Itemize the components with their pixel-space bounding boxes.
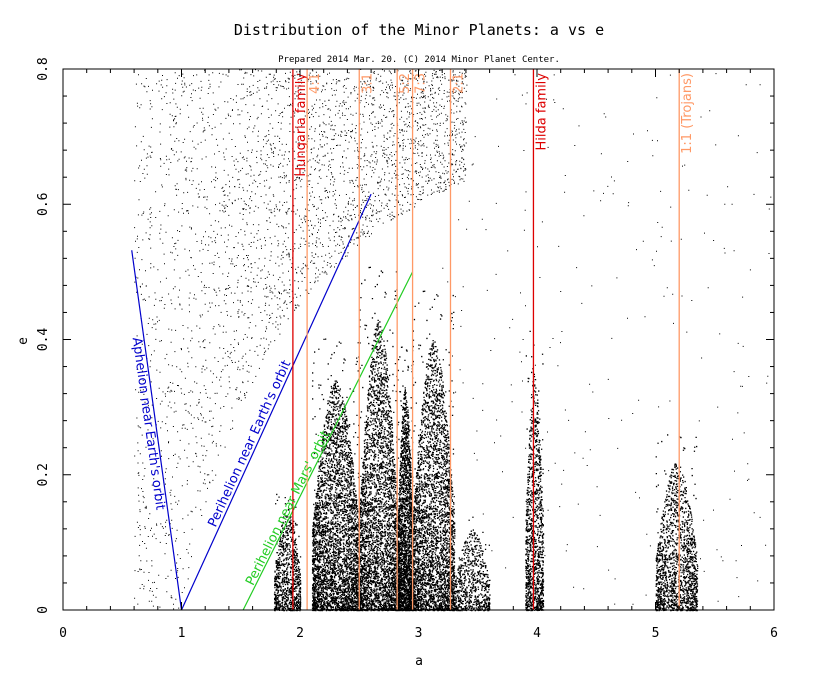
family-label-2: Hilda family xyxy=(534,73,549,151)
resonance-label-4: 7:3 xyxy=(414,73,429,94)
y-tick-label-0: 0 xyxy=(36,606,51,614)
x-tick-label-3: 3 xyxy=(415,626,423,641)
axes: 0 1 2 3 4 5 6 0 0.2 0.4 0.6 0.8 xyxy=(36,57,778,641)
y-tick-label-3: 0.6 xyxy=(36,193,51,216)
y-axis-label: e xyxy=(16,337,31,345)
x-tick-label-6: 6 xyxy=(770,626,778,641)
y-tick-label-1: 0.2 xyxy=(36,463,51,486)
asteroid-points xyxy=(134,69,772,612)
resonance-label-1: 4:1 xyxy=(308,73,323,94)
x-tick-label-0: 0 xyxy=(59,626,67,641)
reference-label-1: Aphelion near Earth's orbit xyxy=(129,336,168,511)
x-axis-label: a xyxy=(415,654,423,669)
y-tick-label-2: 0.4 xyxy=(36,328,51,352)
guide-lines: Hungaria family Hilda family 4:1 3:1 5:2 7:3 2… xyxy=(129,69,695,611)
resonance-label-6: 1:1 (Trojans) xyxy=(680,73,695,154)
reference-line-3 xyxy=(242,271,414,611)
resonance-label-2: 3:1 xyxy=(360,73,375,94)
resonance-label-5: 2:1 xyxy=(451,73,466,94)
x-tick-label-1: 1 xyxy=(178,626,186,641)
y-tick-label-4: 0.8 xyxy=(36,57,51,80)
family-label-1: Hungaria family xyxy=(294,73,309,177)
x-tick-label-5: 5 xyxy=(652,626,660,641)
x-tick-label-2: 2 xyxy=(296,626,304,641)
resonance-label-3: 5:2 xyxy=(398,73,413,94)
x-tick-label-4: 4 xyxy=(533,626,541,641)
chart-subtitle: Prepared 2014 Mar. 20. (C) 2014 Minor Pl… xyxy=(278,55,560,65)
chart-title: Distribution of the Minor Planets: a vs … xyxy=(234,21,604,39)
reference-line-2 xyxy=(180,193,372,611)
reference-line-1 xyxy=(131,250,183,611)
scatter-points xyxy=(134,69,772,612)
